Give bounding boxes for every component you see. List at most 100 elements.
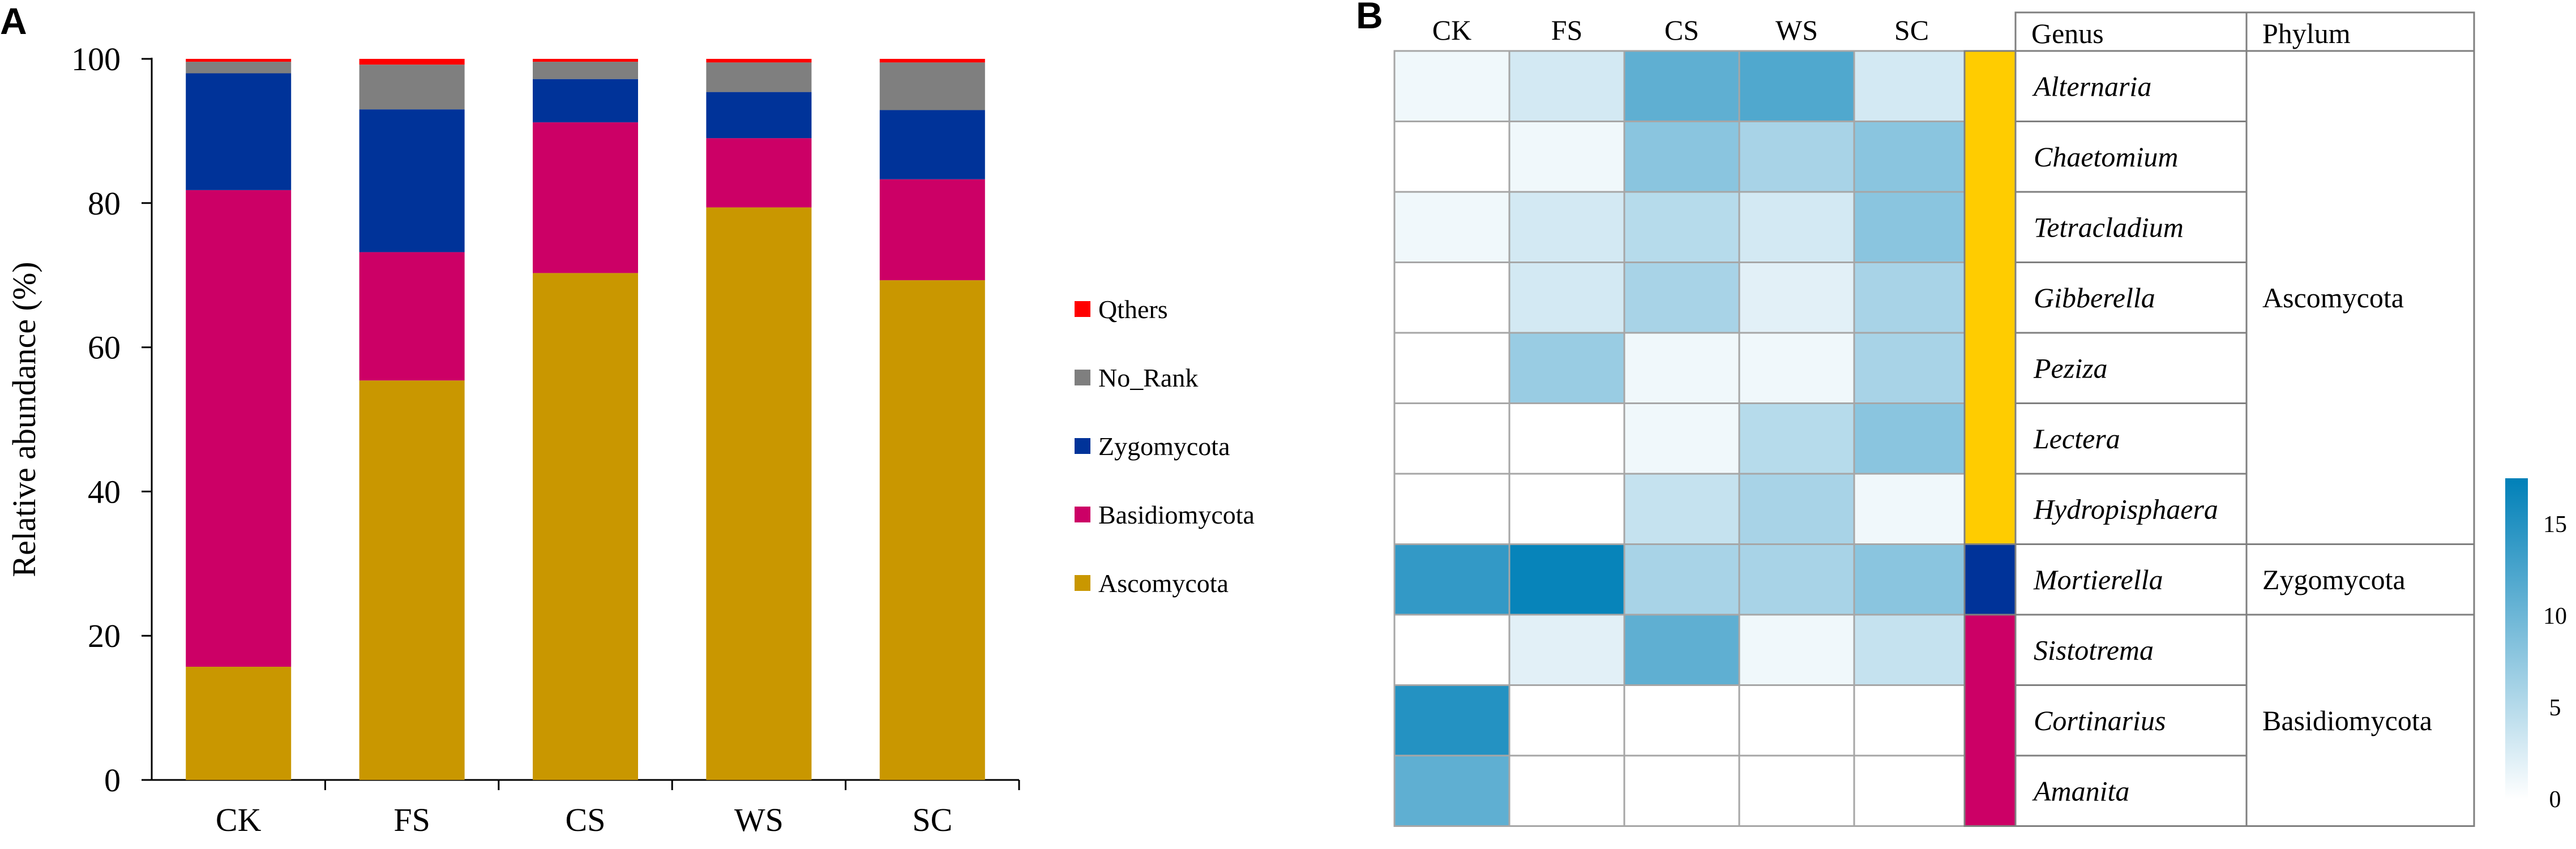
bar-segment-basidiomycota: [879, 179, 985, 281]
heatmap-cell: [1508, 261, 1625, 334]
bar-segment-ascomycota: [706, 207, 812, 781]
heatmap-cell: [1623, 402, 1740, 475]
heatmap-cell: [1738, 473, 1855, 545]
heatmap-cell: [1393, 191, 1510, 263]
legend-swatch: [1075, 301, 1090, 317]
legend-swatch: [1075, 370, 1090, 385]
legend-swatch: [1075, 507, 1090, 522]
heatmap-cell: [1738, 614, 1855, 686]
bar-segment-qthers: [879, 59, 985, 63]
x-tick-label: CK: [216, 801, 262, 838]
heatmap-column-label: FS: [1551, 14, 1583, 46]
heatmap-chart: CK FS CS WS SC Genus Phylum Alternaria Chaetomiu…: [1393, 11, 2567, 827]
colorbar-tick-label: 5: [2549, 695, 2561, 721]
heatmap-cell: [1853, 191, 1970, 263]
bar-segment-qthers: [186, 59, 292, 62]
genus-label: Hydropisphaera: [2033, 493, 2218, 525]
heatmap-cell: [1393, 121, 1510, 193]
heatmap-cell: [1853, 50, 1970, 122]
genus-label: Amanita: [2032, 775, 2129, 807]
bar-segment-no-rank: [879, 62, 985, 110]
bar-segment-ascomycota: [879, 280, 985, 780]
colorbar-tick-label: 0: [2549, 787, 2561, 813]
y-tick-label: 40: [88, 473, 121, 510]
bar-segment-no-rank: [533, 62, 638, 79]
phylum-cell: [2245, 614, 2475, 827]
phylum-label: Basidiomycota: [2262, 705, 2432, 736]
heatmap-cell: [1623, 543, 1740, 616]
legend-label: No_Rank: [1098, 363, 1198, 392]
heatmap-cell: [1623, 754, 1740, 827]
bar-segment-zygomycota: [186, 73, 292, 190]
phylum-label: Zygomycota: [2262, 564, 2406, 595]
heatmap-cell: [1738, 684, 1855, 757]
heatmap-cell: [1623, 50, 1740, 122]
heatmap-cell: [1623, 473, 1740, 545]
phylum-header: Phylum: [2262, 18, 2351, 49]
heatmap-cell: [1508, 121, 1625, 193]
legend-label: Qthers: [1098, 295, 1168, 324]
heatmap-cell: [1623, 191, 1740, 263]
phylum-color-bar: [1963, 543, 2017, 616]
heatmap-cell: [1853, 402, 1970, 475]
genus-label: Peziza: [2033, 352, 2108, 384]
panel-a-label: A: [0, 0, 27, 42]
heatmap-cell: [1508, 332, 1625, 404]
legend-label: Zygomycota: [1098, 432, 1230, 461]
heatmap-column-label: CK: [1432, 14, 1471, 46]
genus-label: Mortierella: [2033, 564, 2163, 595]
bar-segment-zygomycota: [706, 92, 812, 139]
genus-label: Alternaria: [2032, 70, 2151, 102]
heatmap-cell: [1393, 332, 1510, 404]
heatmap-cell: [1508, 543, 1625, 616]
heatmap-cell: [1508, 50, 1625, 122]
heatmap-cell: [1853, 121, 1970, 193]
colorbar-tick-label: 10: [2543, 603, 2567, 629]
bar-segment-zygomycota: [879, 110, 985, 179]
bar-segment-qthers: [706, 59, 812, 63]
heatmap-cell: [1738, 191, 1855, 263]
bar-segment-basidiomycota: [186, 190, 292, 667]
legend-label: Ascomycota: [1098, 569, 1229, 598]
x-tick-label: CS: [566, 801, 606, 838]
genus-label: Chaetomium: [2034, 141, 2179, 173]
heatmap-cell: [1393, 402, 1510, 475]
bar-segment-ascomycota: [533, 273, 638, 780]
heatmap-cell: [1393, 473, 1510, 545]
heatmap-cell: [1393, 50, 1510, 122]
heatmap-column-label: CS: [1664, 14, 1699, 46]
bar-segment-no-rank: [359, 65, 465, 110]
y-tick-label: 60: [88, 329, 121, 366]
genus-label: Gibberella: [2034, 282, 2155, 314]
bar-segment-no-rank: [186, 62, 292, 74]
bar-segment-basidiomycota: [533, 122, 638, 273]
heatmap-cell: [1853, 261, 1970, 334]
bar-segment-no-rank: [706, 62, 812, 92]
stacked-bar-chart: 0 20 40 60 80 100 Relative abundance (%) CK FS CS…: [6, 41, 1255, 838]
heatmap-cell: [1623, 261, 1740, 334]
legend-swatch: [1075, 575, 1090, 591]
heatmap-column-label: SC: [1894, 14, 1929, 46]
genus-header: Genus: [2031, 18, 2104, 49]
heatmap-cell: [1393, 754, 1510, 827]
heatmap-cell: [1853, 473, 1970, 545]
heatmap-cell: [1508, 754, 1625, 827]
heatmap-cell: [1738, 754, 1855, 827]
bar-segment-qthers: [533, 59, 638, 62]
heatmap-cell: [1738, 543, 1855, 616]
heatmap-cell: [1853, 684, 1970, 757]
heatmap-column-label: WS: [1775, 14, 1818, 46]
bar-segment-ascomycota: [186, 666, 292, 780]
heatmap-cell: [1623, 614, 1740, 686]
heatmap-cell: [1393, 684, 1510, 757]
heatmap-cell: [1853, 332, 1970, 404]
y-tick-label: 0: [104, 762, 121, 799]
heatmap-cell: [1853, 614, 1970, 686]
heatmap-cell: [1853, 543, 1970, 616]
bar-segment-ascomycota: [359, 380, 465, 780]
genus-label: Cortinarius: [2034, 705, 2166, 736]
heatmap-cell: [1738, 332, 1855, 404]
y-axis-label: Relative abundance (%): [6, 261, 42, 577]
x-tick-label: WS: [734, 801, 784, 838]
